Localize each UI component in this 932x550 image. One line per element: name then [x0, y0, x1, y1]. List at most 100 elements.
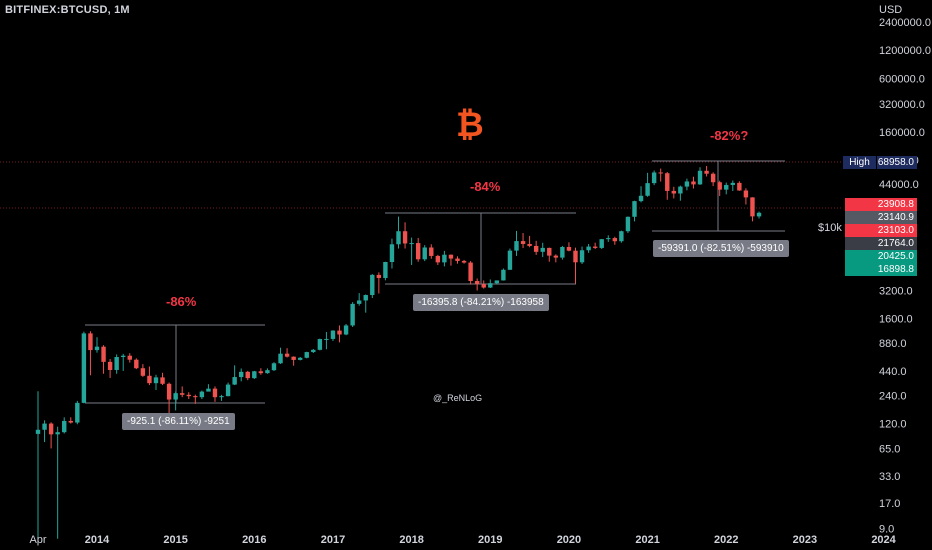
candle-body: [219, 396, 224, 398]
candle-body: [671, 190, 677, 194]
candle-body: [134, 359, 139, 369]
candle-body: [121, 355, 126, 357]
candle-body: [658, 172, 663, 174]
candle-body: [612, 238, 618, 242]
candle-body: [42, 423, 47, 430]
y-tick-label: 1600.0: [879, 314, 913, 326]
bitcoin-logo-icon: ₿: [456, 106, 484, 144]
candle-body: [448, 254, 454, 259]
candle-body: [651, 172, 657, 184]
candle-body: [422, 247, 427, 260]
candle-body: [225, 384, 231, 397]
price-tag: 20425.0: [845, 250, 917, 263]
candle-body: [62, 420, 67, 433]
candle-body: [147, 375, 152, 384]
candle-body: [678, 186, 683, 194]
x-tick-label: 2018: [399, 534, 423, 546]
candle-body: [153, 377, 159, 384]
candle-body: [238, 371, 244, 378]
candle-body: [409, 243, 414, 245]
x-tick-label: 2022: [714, 534, 738, 546]
candle-body: [435, 255, 441, 263]
candle-body: [619, 231, 624, 242]
y-tick-label: 17.0: [879, 498, 900, 510]
candle-body: [284, 353, 290, 357]
candle-body: [494, 280, 500, 284]
symbol-title[interactable]: BITFINEX:BTCUSD, 1M: [5, 4, 130, 16]
chart-overlays: [0, 160, 842, 404]
candle-body: [560, 247, 565, 258]
candle-body: [68, 420, 73, 423]
candle-body: [750, 197, 755, 217]
y-tick-label: 3200.0: [879, 285, 913, 297]
candle-body: [527, 243, 532, 246]
candle-body: [55, 432, 60, 435]
candle-body: [592, 246, 598, 248]
y-tick-label: 240.0: [879, 390, 907, 402]
y-axis: 2400000.0 1200000.0 600000.0 320000.0 160000…: [879, 17, 931, 535]
x-tick-label: Apr: [29, 534, 46, 546]
candle-body: [599, 239, 604, 248]
candle-body: [743, 190, 749, 198]
candle-body: [258, 371, 264, 374]
candle-body: [474, 281, 480, 285]
candle-body: [632, 201, 637, 217]
candle-body: [383, 261, 388, 279]
candle-body: [468, 262, 473, 282]
x-axis: Apr 2014 2015 2016 2017 2018 2019 2020 2021 2022 2…: [29, 534, 896, 546]
candle-body: [232, 377, 237, 385]
candle-body: [75, 402, 80, 423]
candle-body: [140, 368, 146, 376]
candle-body: [645, 183, 650, 196]
y-tick-label: 44000.0: [879, 179, 919, 191]
candle-body: [173, 393, 178, 400]
candle-body: [704, 170, 709, 174]
candle-body: [710, 173, 716, 183]
candle-body: [520, 241, 526, 244]
candle-body: [101, 346, 106, 362]
candle-body: [48, 423, 54, 435]
candle-body: [212, 388, 218, 398]
candle-body: [625, 216, 631, 232]
candle-body: [376, 274, 382, 279]
candle-body: [579, 250, 585, 263]
candle-body: [507, 250, 513, 270]
candle-body: [724, 184, 729, 190]
drop-percent-3: -82%?: [710, 128, 749, 143]
price-tag: 21764.0: [845, 237, 917, 250]
y-tick-label: 1200000.0: [879, 45, 931, 57]
y-tick-label: 9.0: [879, 524, 894, 536]
candle-body: [206, 388, 211, 392]
candle-body: [566, 247, 572, 251]
candle-body: [127, 355, 132, 360]
candle-body: [717, 182, 722, 190]
currency-label: USD: [879, 4, 903, 16]
candle-body: [107, 361, 113, 370]
candle-body: [370, 274, 375, 296]
candle-body: [311, 349, 316, 353]
candle-body: [481, 284, 486, 288]
candle-body: [547, 247, 552, 256]
x-tick-label: 2014: [85, 534, 110, 546]
y-tick-label: 2400000.0: [879, 17, 931, 29]
x-tick-label: 2020: [557, 534, 581, 546]
high-label: High: [843, 156, 876, 169]
y-tick-label: 120.0: [879, 419, 907, 431]
candle-body: [291, 356, 296, 360]
candle-body: [317, 339, 323, 350]
drop-percent-2: -84%: [470, 179, 501, 194]
candle-body: [337, 330, 342, 335]
candle-body: [199, 391, 205, 398]
candle-body: [88, 333, 93, 351]
measure-label-3: -59391.0 (-82.51%) -593910: [653, 240, 789, 257]
y-tick-label: 600000.0: [879, 73, 925, 85]
candle-body: [114, 356, 119, 370]
candle-body: [356, 300, 362, 304]
y-tick-label: 160000.0: [879, 127, 925, 139]
candle-body: [501, 269, 506, 281]
candle-body: [586, 246, 591, 251]
author-watermark: @_ReNLoG: [433, 393, 483, 403]
candle-body: [638, 195, 644, 202]
candle-body: [81, 333, 87, 403]
